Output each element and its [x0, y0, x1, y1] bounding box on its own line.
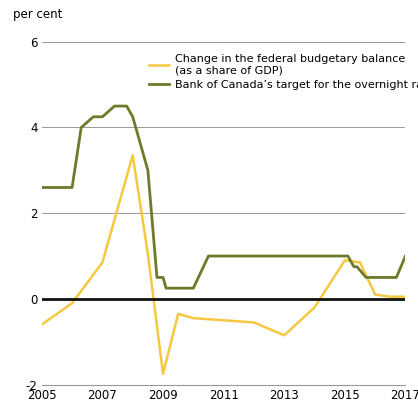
Bank of Canada’s target for the overnight rate: [354, 264, 359, 269]
Bank of Canada’s target for the overnight rate: [367, 275, 372, 280]
Bank of Canada’s target for the overnight rate: [161, 275, 166, 280]
Bank of Canada’s target for the overnight rate: [145, 168, 150, 173]
Bank of Canada’s target for the overnight rate: [163, 285, 168, 291]
Text: per cent: per cent: [13, 8, 62, 21]
Line: Bank of Canada’s target for the overnight rate: Bank of Canada’s target for the overnigh…: [42, 106, 405, 288]
Bank of Canada’s target for the overnight rate: [394, 275, 399, 280]
Change in the federal budgetary balance
(as a share of GDP): [373, 292, 378, 297]
Bank of Canada’s target for the overnight rate: [51, 185, 56, 190]
Change in the federal budgetary balance
(as a share of GDP): [161, 371, 166, 376]
Change in the federal budgetary balance
(as a share of GDP): [39, 322, 44, 327]
Change in the federal budgetary balance
(as a share of GDP): [342, 258, 347, 263]
Change in the federal budgetary balance
(as a share of GDP): [70, 301, 75, 306]
Change in the federal budgetary balance
(as a share of GDP): [252, 320, 257, 325]
Line: Change in the federal budgetary balance
(as a share of GDP): Change in the federal budgetary balance …: [42, 155, 405, 374]
Bank of Canada’s target for the overnight rate: [206, 253, 211, 258]
Bank of Canada’s target for the overnight rate: [91, 114, 96, 119]
Bank of Canada’s target for the overnight rate: [112, 104, 117, 109]
Bank of Canada’s target for the overnight rate: [39, 185, 44, 190]
Bank of Canada’s target for the overnight rate: [345, 253, 350, 258]
Bank of Canada’s target for the overnight rate: [209, 253, 214, 258]
Bank of Canada’s target for the overnight rate: [364, 275, 369, 280]
Bank of Canada’s target for the overnight rate: [130, 114, 135, 119]
Change in the federal budgetary balance
(as a share of GDP): [191, 316, 196, 321]
Change in the federal budgetary balance
(as a share of GDP): [357, 260, 362, 265]
Change in the federal budgetary balance
(as a share of GDP): [100, 260, 105, 265]
Change in the federal budgetary balance
(as a share of GDP): [403, 294, 408, 299]
Bank of Canada’s target for the overnight rate: [388, 275, 393, 280]
Change in the federal budgetary balance
(as a share of GDP): [312, 305, 317, 310]
Bank of Canada’s target for the overnight rate: [100, 114, 105, 119]
Bank of Canada’s target for the overnight rate: [79, 125, 84, 130]
Bank of Canada’s target for the overnight rate: [70, 185, 75, 190]
Bank of Canada’s target for the overnight rate: [115, 104, 120, 109]
Bank of Canada’s target for the overnight rate: [403, 253, 408, 258]
Change in the federal budgetary balance
(as a share of GDP): [145, 251, 150, 256]
Bank of Canada’s target for the overnight rate: [176, 285, 181, 291]
Change in the federal budgetary balance
(as a share of GDP): [176, 311, 181, 316]
Change in the federal budgetary balance
(as a share of GDP): [130, 153, 135, 158]
Change in the federal budgetary balance
(as a share of GDP): [282, 333, 287, 338]
Bank of Canada’s target for the overnight rate: [342, 253, 347, 258]
Change in the federal budgetary balance
(as a share of GDP): [221, 318, 226, 323]
Change in the federal budgetary balance
(as a share of GDP): [388, 294, 393, 299]
Bank of Canada’s target for the overnight rate: [373, 275, 378, 280]
Bank of Canada’s target for the overnight rate: [352, 264, 357, 269]
Legend: Change in the federal budgetary balance
(as a share of GDP), Bank of Canada’s ta: Change in the federal budgetary balance …: [149, 54, 418, 90]
Bank of Canada’s target for the overnight rate: [191, 285, 196, 291]
Bank of Canada’s target for the overnight rate: [155, 275, 160, 280]
Bank of Canada’s target for the overnight rate: [124, 104, 129, 109]
